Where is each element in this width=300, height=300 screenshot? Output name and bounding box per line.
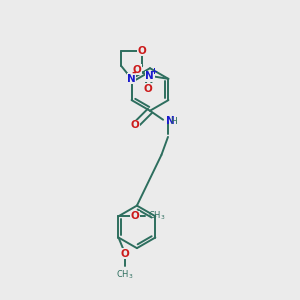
Text: +: +: [150, 67, 157, 76]
Text: N: N: [145, 71, 154, 81]
Text: O: O: [138, 46, 147, 56]
Text: N: N: [127, 74, 136, 84]
Text: H: H: [170, 117, 177, 126]
Text: -: -: [131, 68, 136, 78]
Text: O: O: [144, 84, 152, 94]
Text: N: N: [167, 116, 175, 126]
Text: O: O: [130, 211, 139, 221]
Text: O: O: [131, 121, 140, 130]
Text: CH$_3$: CH$_3$: [148, 210, 166, 223]
Text: O: O: [133, 65, 142, 75]
Text: O: O: [121, 249, 129, 259]
Text: CH$_3$: CH$_3$: [116, 268, 134, 281]
